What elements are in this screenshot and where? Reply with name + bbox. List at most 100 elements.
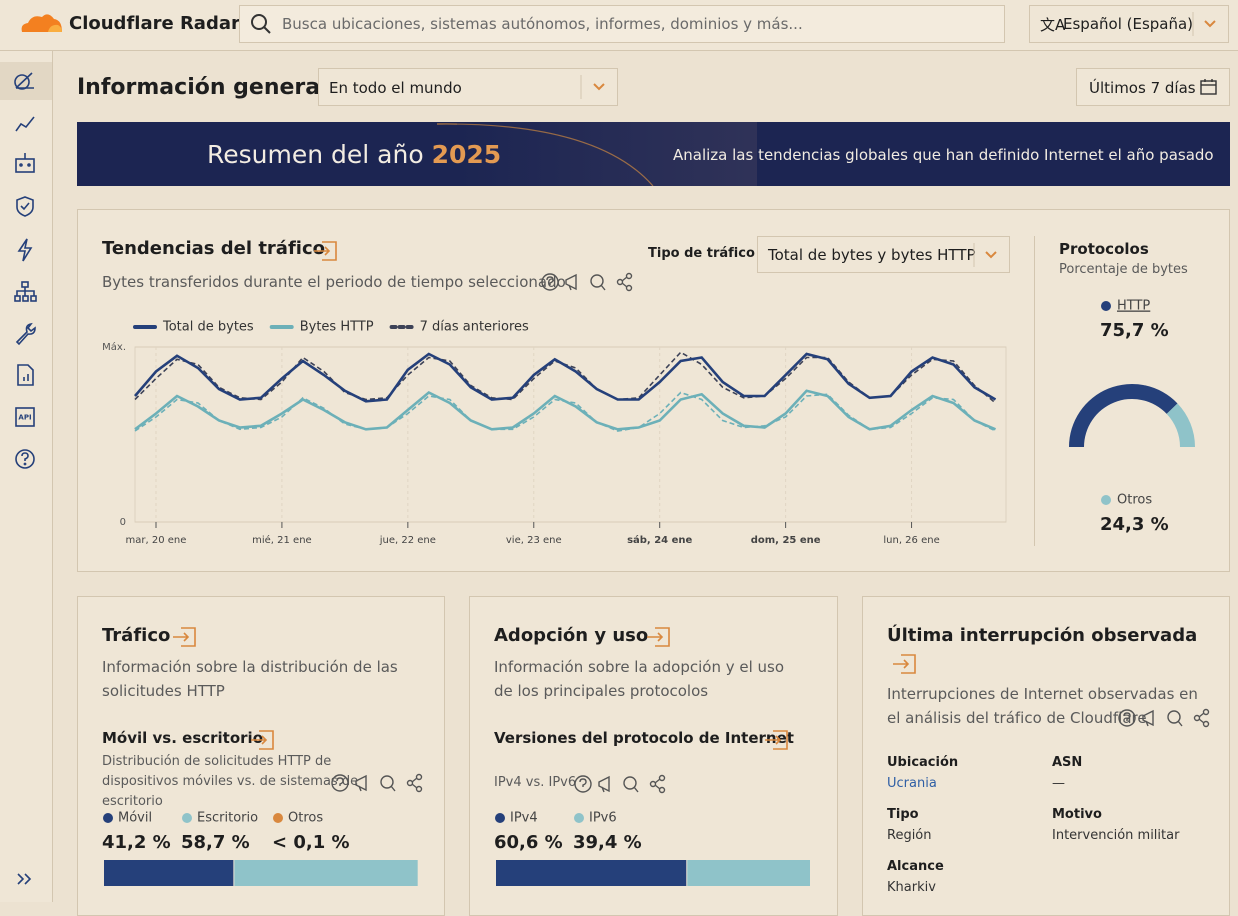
zoom-icon (623, 776, 637, 790)
zoom-handle (390, 785, 396, 792)
nav-icon[interactable] (15, 153, 35, 173)
share-dot (625, 272, 633, 280)
nav-icon[interactable] (17, 364, 34, 386)
legend-dot (495, 813, 505, 823)
zoom-icon (590, 274, 604, 288)
subsection-subtitle: Distribución de solicitudes HTTP de disp… (102, 754, 359, 809)
x-tick-label: dom, 25 ene (751, 535, 821, 546)
legend-item[interactable]: Total de bytes (133, 320, 254, 335)
zoom-handle (1177, 720, 1183, 727)
share-dot (1202, 720, 1210, 728)
banner[interactable]: Resumen del año 2025 Analiza las tendenc… (77, 122, 1230, 186)
field-value: Kharkiv (887, 880, 936, 895)
share-links (621, 276, 628, 288)
nav-icon[interactable] (15, 449, 35, 469)
chart-tools[interactable] (331, 773, 423, 793)
chart-tools[interactable] (541, 272, 633, 292)
nav-icon[interactable] (16, 196, 34, 217)
search-icon (251, 14, 271, 34)
nav-icon[interactable] (14, 72, 34, 90)
nav-icon[interactable] (17, 238, 33, 262)
card-title: Última interrupción observada (887, 625, 1198, 646)
chart-tools[interactable] (1118, 708, 1210, 728)
annotate-icon (355, 774, 367, 792)
y-tick-label: Máx. (102, 341, 126, 353)
export-frame (655, 627, 670, 647)
filter-value[interactable]: Total de bytes y bytes HTTP (768, 246, 976, 264)
export-icon[interactable] (647, 627, 670, 647)
zoom-handle (633, 786, 639, 793)
section-subtitle: Bytes transferidos durante el periodo de… (102, 273, 566, 291)
legend-label: IPv6 (589, 811, 617, 826)
search-box[interactable] (239, 5, 1005, 43)
x-tick-label: sáb, 24 ene (627, 534, 692, 546)
x-tick-label: mar, 20 ene (126, 535, 187, 546)
period[interactable]: Últimos 7 días (1089, 79, 1196, 97)
section-title: Tendencias del tráfico (102, 238, 325, 259)
export-arrow (893, 659, 910, 669)
bar-segment (104, 860, 234, 886)
annotate-icon (1142, 709, 1154, 727)
location[interactable]: En todo el mundo (329, 79, 462, 97)
zoom-icon (380, 775, 394, 789)
share-dot (625, 284, 633, 292)
export-icon[interactable] (765, 730, 788, 750)
value-label: < 0,1 % (272, 832, 350, 853)
value-label: 24,3 % (1100, 514, 1169, 535)
brand[interactable]: Cloudflare Radar (69, 13, 240, 34)
location-select[interactable] (318, 68, 618, 106)
legend-dot (574, 813, 584, 823)
expand-sidebar[interactable] (17, 873, 32, 885)
legend-item[interactable]: 7 días anteriores (389, 320, 529, 335)
language[interactable]: Español (España) (1063, 15, 1194, 33)
share-links (1198, 712, 1205, 724)
banner-text: Analiza las tendencias globales que han … (673, 146, 1214, 164)
sidebar (0, 51, 53, 902)
zoom-icon (1167, 710, 1181, 724)
export-arrow (173, 632, 190, 642)
help-icon (541, 273, 559, 291)
export-icon[interactable] (251, 730, 274, 750)
help-mark (336, 777, 344, 786)
share-dot (406, 779, 414, 787)
nav-icon[interactable] (15, 322, 36, 346)
legend-label: Otros (288, 811, 323, 826)
field-value[interactable]: Ucrania (887, 776, 937, 791)
export-icon[interactable] (173, 627, 196, 647)
export-arrow (251, 735, 268, 745)
export-arrow (647, 632, 664, 642)
svg-text:API: API (18, 414, 31, 422)
help-icon (1118, 709, 1136, 727)
bar-segment (687, 860, 810, 886)
export-icon[interactable] (314, 241, 337, 261)
legend-item[interactable]: Bytes HTTP (269, 320, 374, 335)
language-select[interactable] (1029, 5, 1229, 43)
banner-title-text: Resumen del año (207, 140, 424, 169)
nav-icon[interactable] (15, 116, 35, 132)
calendar-icon (1200, 79, 1217, 95)
legend-label: HTTP (1117, 299, 1150, 314)
line-series (134, 352, 997, 403)
share-links (654, 778, 661, 790)
banner-year: 2025 (431, 140, 502, 169)
annotate-icon (565, 273, 577, 291)
subsection-title: Versiones del protocolo de Internet (494, 729, 794, 747)
chart-tools[interactable] (574, 774, 666, 794)
protocols-title: Protocolos (1059, 240, 1149, 258)
field-label: ASN (1052, 755, 1083, 770)
nav-icon[interactable]: API (15, 407, 35, 427)
export-frame (259, 730, 274, 750)
export-frame (322, 241, 337, 261)
legend-dot (1101, 495, 1111, 505)
export-icon[interactable] (893, 654, 916, 674)
card-description: Información sobre la adopción y el uso d… (494, 658, 785, 700)
traffic-type-select[interactable] (757, 236, 1010, 273)
filter-label: Tipo de tráfico (648, 246, 755, 261)
nav-icon[interactable] (14, 281, 37, 302)
field-label: Motivo (1052, 807, 1102, 822)
x-tick-label: mié, 21 ene (252, 534, 312, 546)
zoom-handle (600, 284, 606, 291)
period-select[interactable] (1076, 68, 1230, 106)
